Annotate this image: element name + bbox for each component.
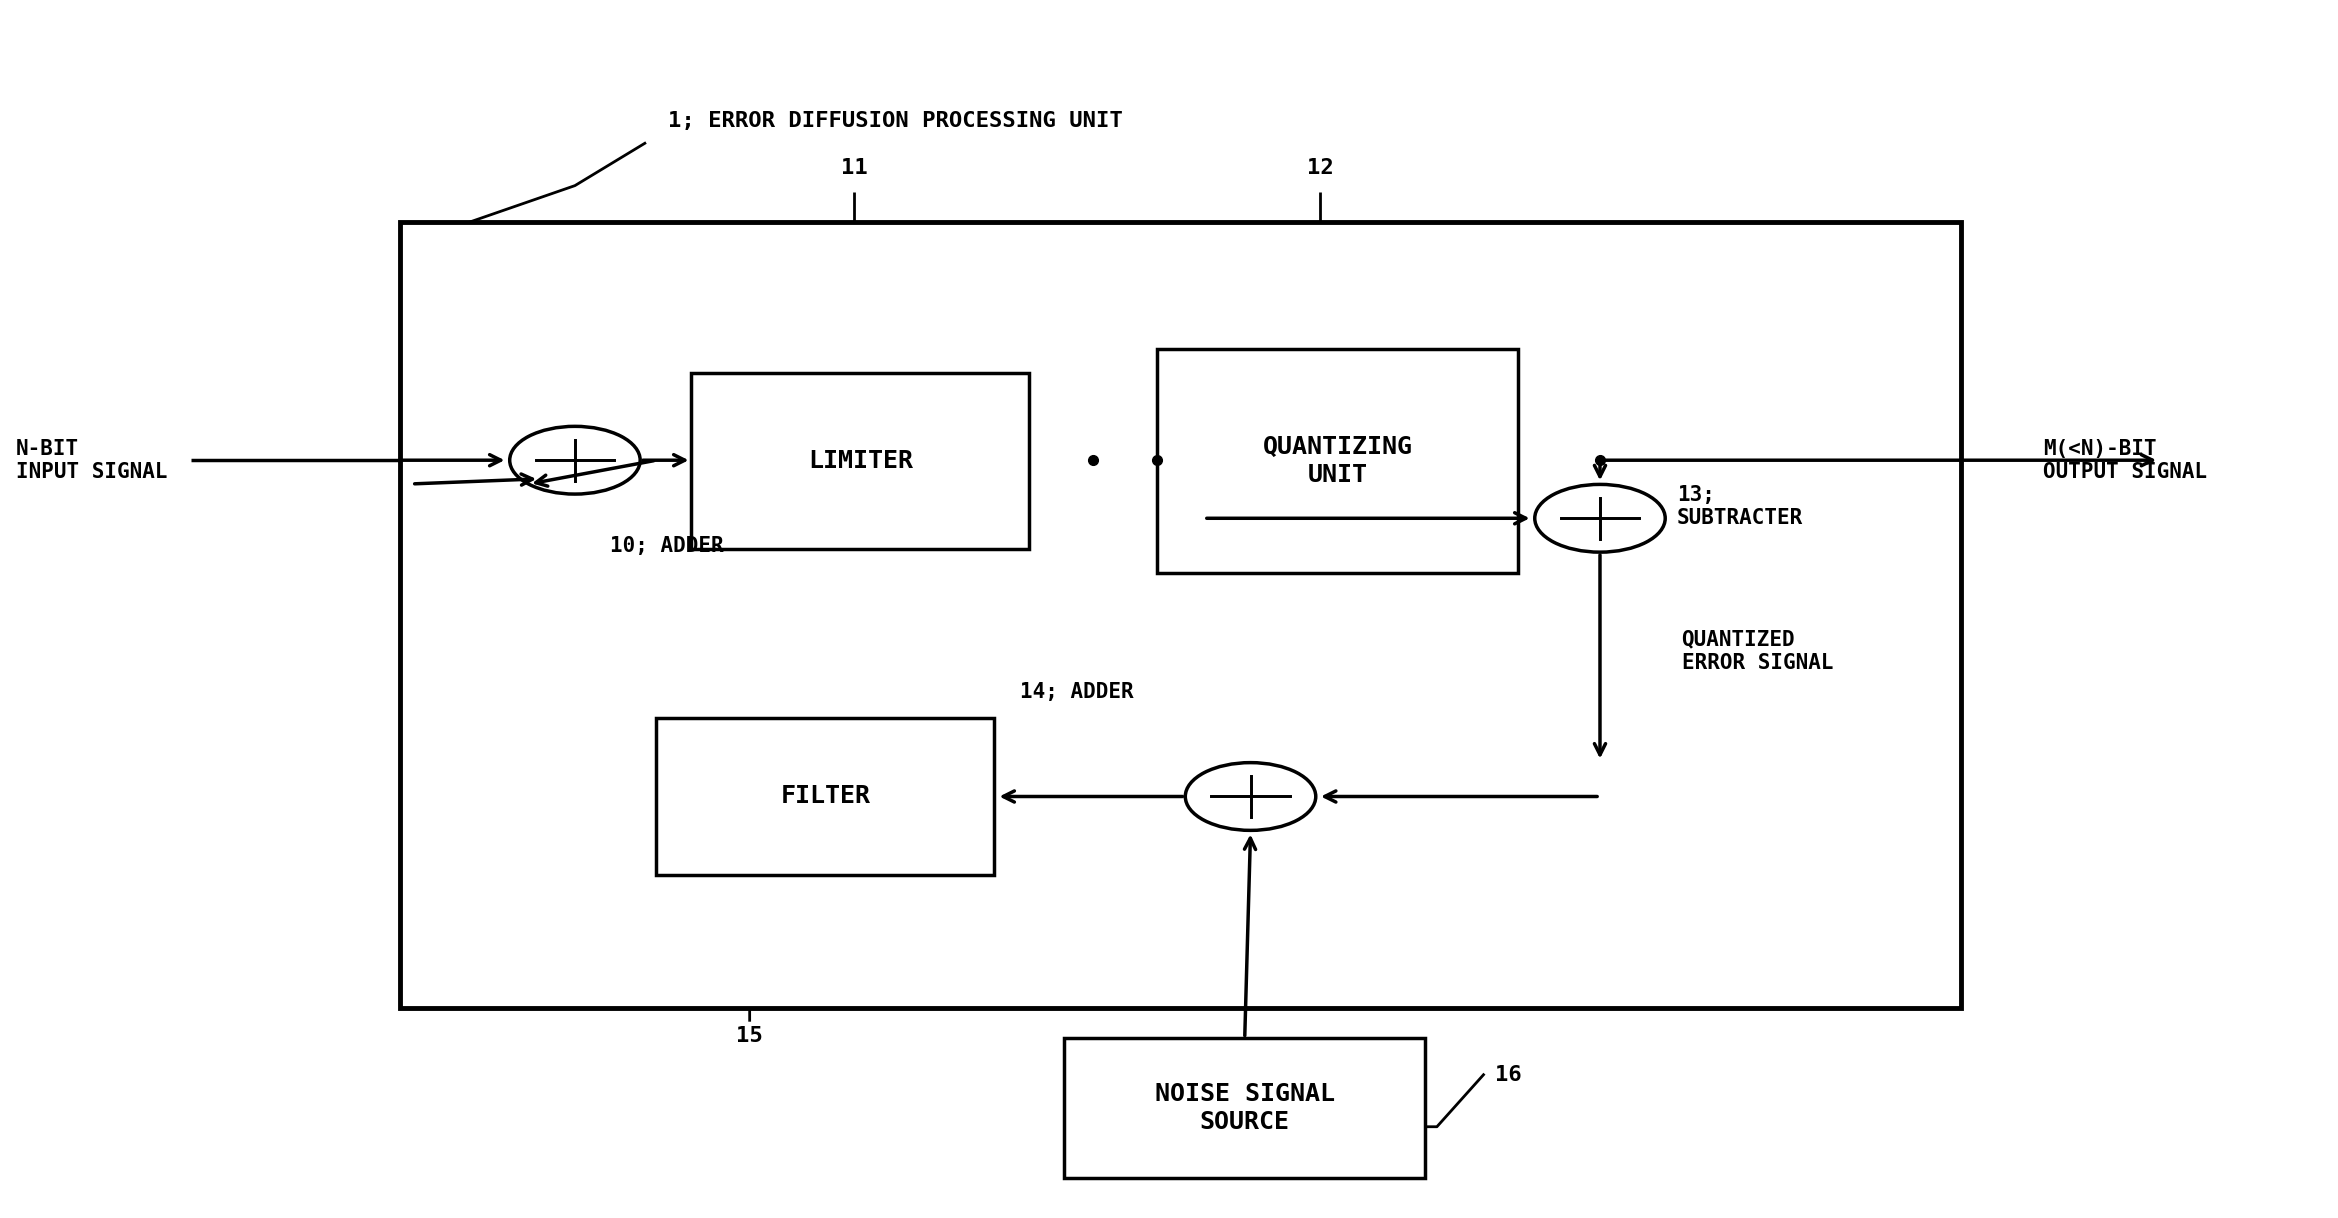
Bar [400, 222, 1962, 1009]
Text: 11: 11 [842, 158, 867, 178]
Circle shape [1185, 762, 1316, 831]
Text: 13;
SUBTRACTER: 13; SUBTRACTER [1676, 485, 1803, 527]
Text: QUANTIZING
UNIT: QUANTIZING UNIT [1263, 435, 1412, 487]
Text: 16: 16 [1496, 1065, 1522, 1085]
Bar [1157, 348, 1517, 572]
Text: 15: 15 [736, 1027, 762, 1046]
Text: NOISE SIGNAL
SOURCE: NOISE SIGNAL SOURCE [1155, 1082, 1335, 1134]
Text: QUANTIZED
ERROR SIGNAL: QUANTIZED ERROR SIGNAL [1681, 630, 1833, 672]
Text: 12: 12 [1307, 158, 1333, 178]
Text: LIMITER: LIMITER [809, 448, 912, 473]
Text: 1; ERROR DIFFUSION PROCESSING UNIT: 1; ERROR DIFFUSION PROCESSING UNIT [669, 111, 1122, 132]
Circle shape [1534, 485, 1665, 552]
Text: M(<N)-BIT
OUTPUT SIGNAL: M(<N)-BIT OUTPUT SIGNAL [2043, 438, 2207, 482]
Bar [692, 373, 1029, 548]
Bar [1064, 1039, 1426, 1178]
Bar [657, 717, 994, 875]
Text: FILTER: FILTER [781, 784, 870, 809]
Text: 10; ADDER: 10; ADDER [610, 536, 722, 557]
Circle shape [510, 426, 641, 495]
Text: N-BIT
INPUT SIGNAL: N-BIT INPUT SIGNAL [16, 438, 168, 482]
Text: 14; ADDER: 14; ADDER [1019, 682, 1134, 702]
